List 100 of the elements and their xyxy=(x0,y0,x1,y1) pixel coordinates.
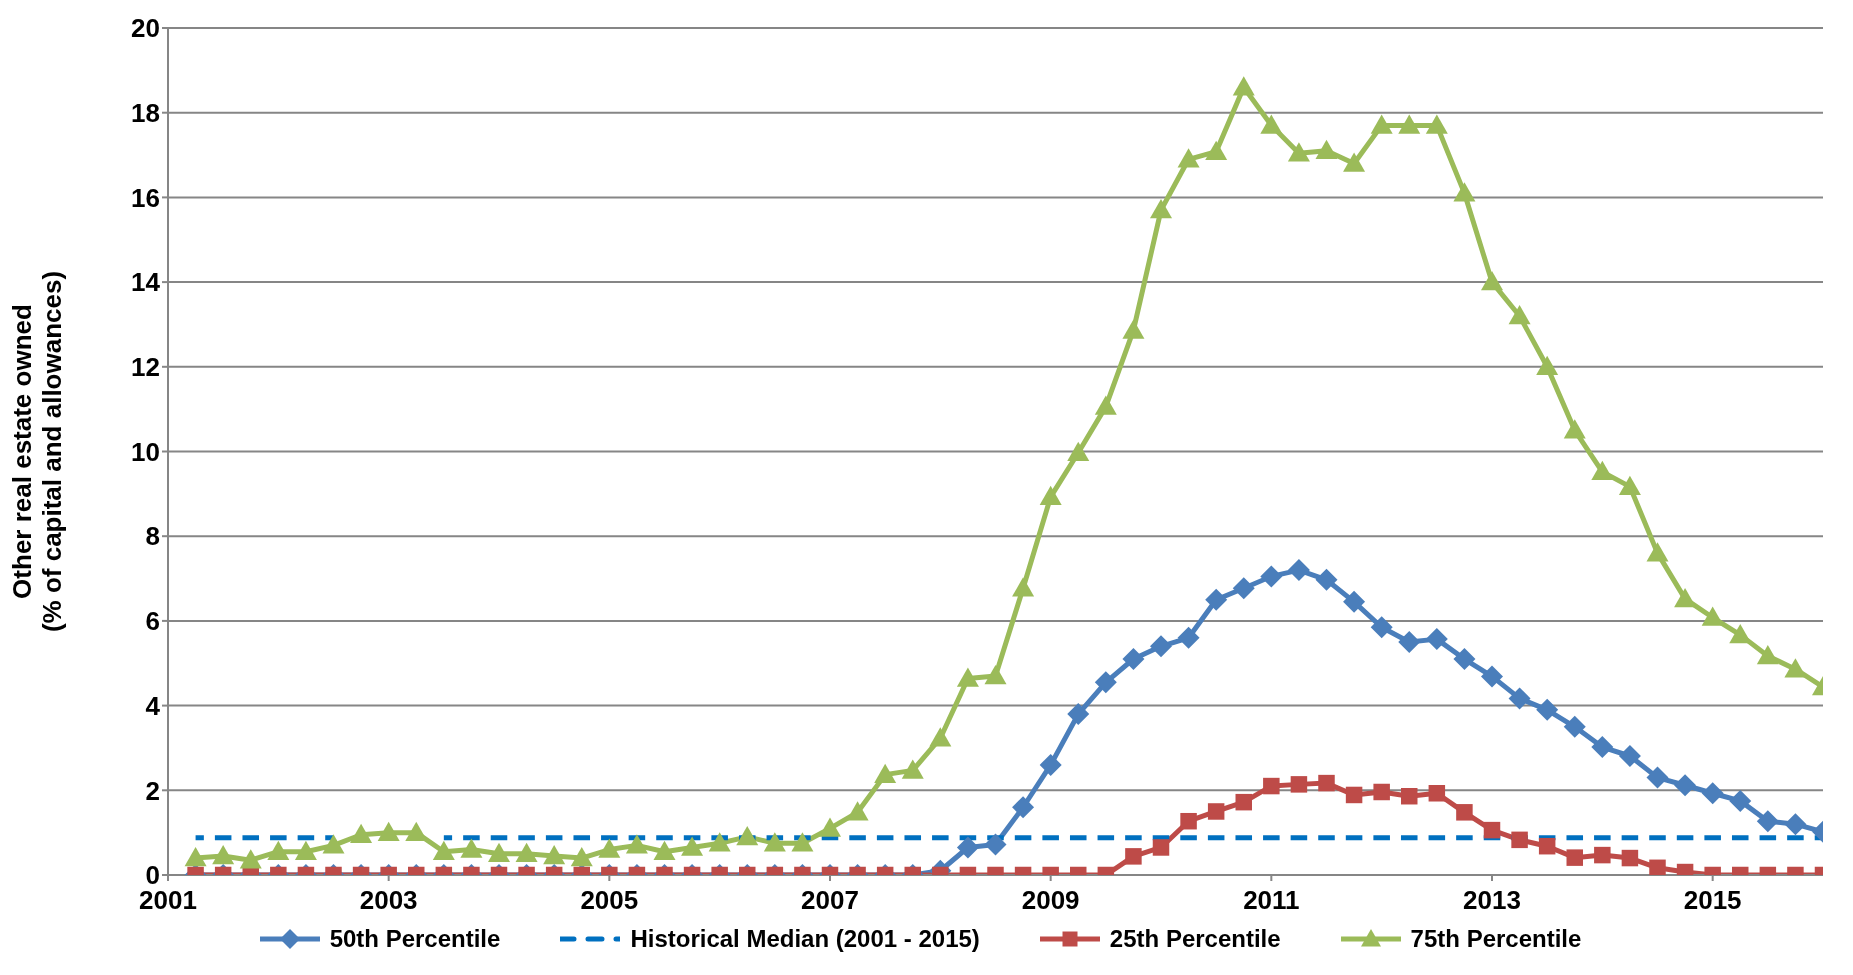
point xyxy=(1094,395,1117,415)
point xyxy=(1701,782,1724,805)
point xyxy=(1012,796,1035,819)
point xyxy=(1067,703,1090,726)
point xyxy=(1428,785,1446,802)
point xyxy=(1315,568,1338,591)
point xyxy=(1207,803,1225,820)
point xyxy=(1205,140,1228,160)
point xyxy=(1563,419,1586,439)
point xyxy=(1756,810,1779,833)
point xyxy=(405,821,428,841)
legend-label: 75th Percentile xyxy=(1410,925,1582,953)
point xyxy=(1150,635,1172,658)
x-tick-label: 2015 xyxy=(1683,885,1742,916)
point xyxy=(543,844,566,865)
point xyxy=(874,763,897,783)
point xyxy=(1180,812,1197,830)
point xyxy=(488,842,510,863)
point xyxy=(1287,142,1310,162)
y-tick-label: 4 xyxy=(145,690,161,721)
point xyxy=(653,840,676,860)
point xyxy=(1290,776,1308,793)
legend-label: Historical Median (2001 - 2015) xyxy=(630,925,980,953)
point xyxy=(984,833,1007,856)
point xyxy=(956,836,979,859)
point xyxy=(1152,839,1170,856)
point xyxy=(1563,715,1586,738)
legend-label: 50th Percentile xyxy=(329,925,501,953)
point xyxy=(1177,148,1200,168)
point xyxy=(432,840,455,860)
point xyxy=(1729,623,1752,644)
point xyxy=(708,832,731,852)
point xyxy=(625,834,648,854)
point xyxy=(1483,821,1501,839)
x-tick-label: 2013 xyxy=(1463,885,1521,916)
point xyxy=(1425,114,1448,134)
x-tick-label: 2009 xyxy=(1021,885,1080,916)
point xyxy=(239,849,262,869)
x-tick-label: 2011 xyxy=(1243,885,1300,916)
point xyxy=(1481,665,1503,688)
point xyxy=(1370,616,1393,639)
point xyxy=(1039,753,1062,776)
point xyxy=(1067,441,1090,462)
point xyxy=(1263,777,1280,795)
point xyxy=(570,847,593,867)
point xyxy=(294,840,317,860)
point xyxy=(929,727,952,747)
point xyxy=(1370,114,1393,134)
point xyxy=(1345,786,1363,804)
point xyxy=(1453,182,1476,202)
point xyxy=(1177,626,1200,649)
point xyxy=(350,823,373,844)
point xyxy=(1618,475,1641,495)
point xyxy=(1674,774,1697,797)
legend-label: 25th Percentile xyxy=(1109,925,1281,953)
point xyxy=(1591,736,1614,759)
point xyxy=(1674,587,1697,608)
point xyxy=(1343,590,1366,613)
point xyxy=(1232,577,1255,600)
point xyxy=(1012,577,1035,597)
point xyxy=(1398,114,1421,134)
y-tick-label: 10 xyxy=(131,436,160,467)
point xyxy=(1343,152,1366,172)
point xyxy=(1425,628,1448,651)
point xyxy=(1536,698,1559,721)
y-tick-label: 2 xyxy=(145,775,160,806)
point xyxy=(1235,793,1252,811)
point xyxy=(1701,606,1724,626)
point xyxy=(1538,837,1556,855)
point xyxy=(1511,831,1528,849)
point xyxy=(1373,783,1390,801)
y-tick-label: 8 xyxy=(145,521,160,552)
point xyxy=(1508,687,1531,710)
point xyxy=(1566,849,1583,866)
point xyxy=(763,832,786,852)
point xyxy=(1318,774,1335,792)
point xyxy=(1287,559,1310,582)
point xyxy=(1401,787,1418,805)
point xyxy=(1398,631,1421,654)
point xyxy=(1039,485,1062,506)
point xyxy=(1508,304,1531,325)
point xyxy=(1649,859,1666,875)
point xyxy=(1784,658,1807,678)
point xyxy=(901,759,924,779)
point xyxy=(460,838,483,858)
point xyxy=(1122,648,1145,671)
x-tick-label: 2007 xyxy=(801,885,859,916)
point xyxy=(1594,846,1611,864)
point xyxy=(1260,114,1283,134)
point xyxy=(1232,76,1255,96)
y-tick-label: 16 xyxy=(131,182,160,213)
point xyxy=(322,834,345,854)
point xyxy=(1784,813,1807,836)
point xyxy=(791,832,814,852)
point xyxy=(1481,271,1503,291)
x-tick-label: 2005 xyxy=(580,885,639,916)
y-axis-title: Other real estate owned (% of capital and allowances) xyxy=(7,270,67,633)
x-tick-label: 2003 xyxy=(359,885,418,916)
point xyxy=(1315,139,1338,160)
point xyxy=(1536,355,1559,376)
